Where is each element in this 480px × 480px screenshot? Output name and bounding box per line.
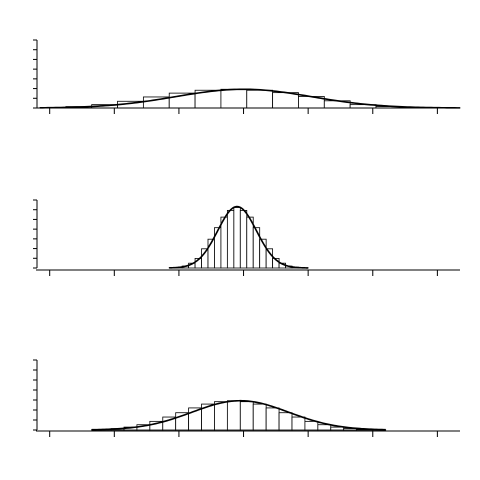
- histogram-bar: [239, 209, 248, 269]
- histogram-bar: [226, 209, 235, 269]
- histogram-bar: [226, 400, 241, 431]
- density-curve: [169, 205, 309, 269]
- histogram-panel-bottom: [33, 359, 460, 437]
- histogram-panel-top: [33, 39, 461, 114]
- density-curve: [91, 399, 386, 431]
- density-curve: [39, 88, 461, 109]
- histogram-bar: [246, 89, 274, 109]
- histogram-bar: [304, 420, 319, 431]
- histogram-bar: [291, 416, 306, 431]
- histogram-bar: [265, 407, 280, 431]
- histogram-bar: [239, 401, 254, 431]
- histogram-bar: [317, 424, 332, 431]
- histogram-bar: [220, 88, 248, 109]
- histogram-bar: [220, 216, 228, 269]
- histogram-bar: [278, 412, 293, 431]
- histogram-bar: [252, 403, 267, 431]
- histogram-bar: [330, 426, 345, 431]
- histogram-bar: [272, 92, 299, 109]
- histogram-bar: [246, 216, 254, 269]
- histogram-bar: [233, 207, 241, 269]
- histogram-bar: [214, 401, 228, 431]
- histogram-panel-middle: [33, 199, 460, 276]
